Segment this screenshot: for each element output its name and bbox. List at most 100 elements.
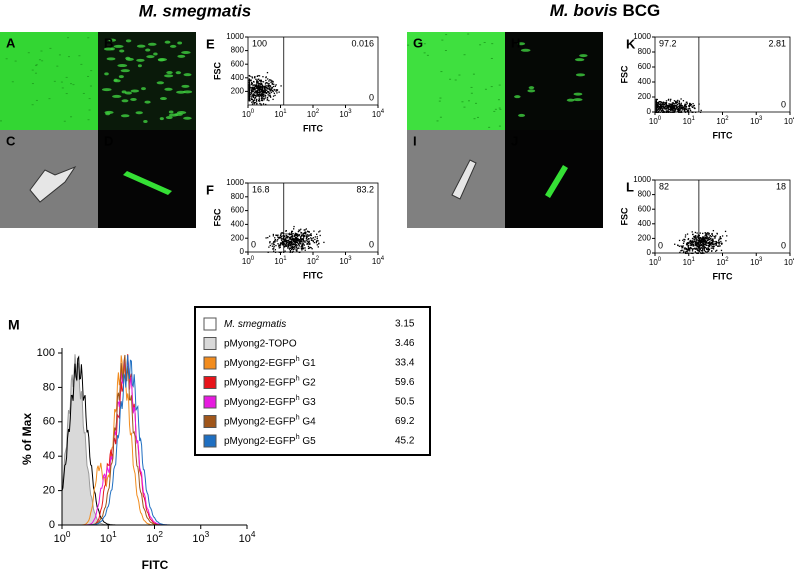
- event-dot: [296, 238, 298, 240]
- event-dot: [708, 236, 711, 238]
- event-dot: [725, 240, 727, 242]
- event-dot: [285, 237, 287, 239]
- event-dot: [250, 81, 253, 83]
- event-dot: [716, 242, 718, 244]
- event-dot: [274, 239, 276, 242]
- event-dot: [250, 94, 252, 96]
- event-dot: [265, 85, 267, 87]
- event-dot: [672, 110, 674, 112]
- event-dot: [261, 95, 263, 97]
- event-dot: [678, 105, 680, 108]
- event-dot: [249, 100, 251, 102]
- event-dot: [269, 93, 271, 95]
- event-dot: [676, 101, 678, 104]
- event-dot: [711, 239, 713, 242]
- event-dot: [257, 88, 259, 90]
- event-dot: [265, 82, 268, 84]
- tick-base: 10: [100, 533, 112, 545]
- event-dot: [286, 236, 288, 239]
- bacterium: [123, 171, 172, 195]
- event-dot: [687, 110, 690, 112]
- event-dot: [685, 103, 687, 106]
- fluorescent-cell: [120, 114, 130, 118]
- event-dot: [660, 105, 663, 108]
- event-dot: [679, 108, 681, 110]
- event-dot: [291, 236, 294, 238]
- event-dot: [668, 110, 670, 113]
- event-dot: [669, 106, 671, 108]
- event-dot: [296, 250, 298, 252]
- event-dot: [311, 237, 313, 240]
- texture: [444, 50, 447, 52]
- event-dot: [316, 244, 318, 246]
- event-dot: [273, 245, 275, 248]
- event-dot: [252, 90, 254, 92]
- event-dot: [680, 105, 682, 107]
- event-dot: [656, 104, 659, 107]
- event-dot: [706, 248, 708, 251]
- event-dot: [288, 244, 290, 246]
- fluorescent-cell: [528, 86, 535, 90]
- event-dot: [270, 79, 272, 81]
- event-dot: [659, 101, 661, 103]
- event-dot: [278, 236, 280, 239]
- event-dot: [272, 242, 275, 244]
- fluorescent-cell: [169, 44, 177, 48]
- event-dot: [255, 95, 258, 97]
- panel-label: G: [413, 35, 423, 50]
- fluorescent-cell: [164, 87, 173, 91]
- event-dot: [659, 106, 661, 108]
- event-dot: [696, 245, 699, 248]
- event-dot: [719, 245, 721, 247]
- event-dot: [685, 106, 687, 109]
- event-dot: [710, 241, 713, 244]
- event-dot: [688, 241, 690, 243]
- event-dot: [264, 91, 266, 94]
- legend-name-text: pMyong2-EGFP: [224, 436, 296, 447]
- event-dot: [248, 99, 250, 101]
- event-dot: [660, 104, 662, 106]
- event-dot: [704, 241, 706, 243]
- event-dot: [293, 228, 295, 230]
- event-dot: [257, 87, 259, 90]
- event-dot: [705, 238, 708, 240]
- event-dot: [312, 239, 314, 242]
- event-dot: [705, 247, 708, 250]
- event-dot: [688, 248, 690, 250]
- event-dot: [260, 83, 263, 85]
- event-dot: [687, 108, 689, 110]
- event-dot: [669, 108, 672, 111]
- x-axis-label: FITC: [303, 123, 323, 133]
- event-dot: [292, 243, 294, 246]
- event-dot: [715, 244, 717, 246]
- event-dot: [249, 85, 251, 87]
- event-dot: [657, 101, 660, 104]
- event-dot: [290, 237, 292, 239]
- fluorescent-cell: [124, 91, 133, 95]
- event-dot: [303, 237, 305, 239]
- event-dot: [705, 244, 707, 246]
- event-dot: [670, 109, 672, 112]
- event-dot: [298, 235, 300, 237]
- event-dot: [695, 244, 697, 247]
- quadrant-value: 0: [369, 239, 374, 249]
- event-dot: [253, 87, 256, 90]
- event-dot: [251, 77, 254, 79]
- event-dot: [261, 88, 263, 91]
- event-dot: [258, 100, 261, 102]
- event-dot: [665, 105, 667, 107]
- event-dot: [703, 239, 705, 241]
- panel-label: D: [104, 133, 113, 148]
- event-dot: [670, 98, 672, 101]
- tick-base: 10: [716, 258, 725, 267]
- event-dot: [291, 230, 293, 233]
- title-plain: BCG: [622, 1, 660, 20]
- event-dot: [251, 101, 253, 103]
- event-dot: [262, 76, 264, 78]
- event-dot: [263, 99, 265, 101]
- event-dot: [285, 245, 288, 247]
- event-dot: [683, 238, 685, 241]
- event-dot: [302, 248, 304, 250]
- event-dot: [720, 237, 722, 240]
- event-dot: [254, 75, 256, 78]
